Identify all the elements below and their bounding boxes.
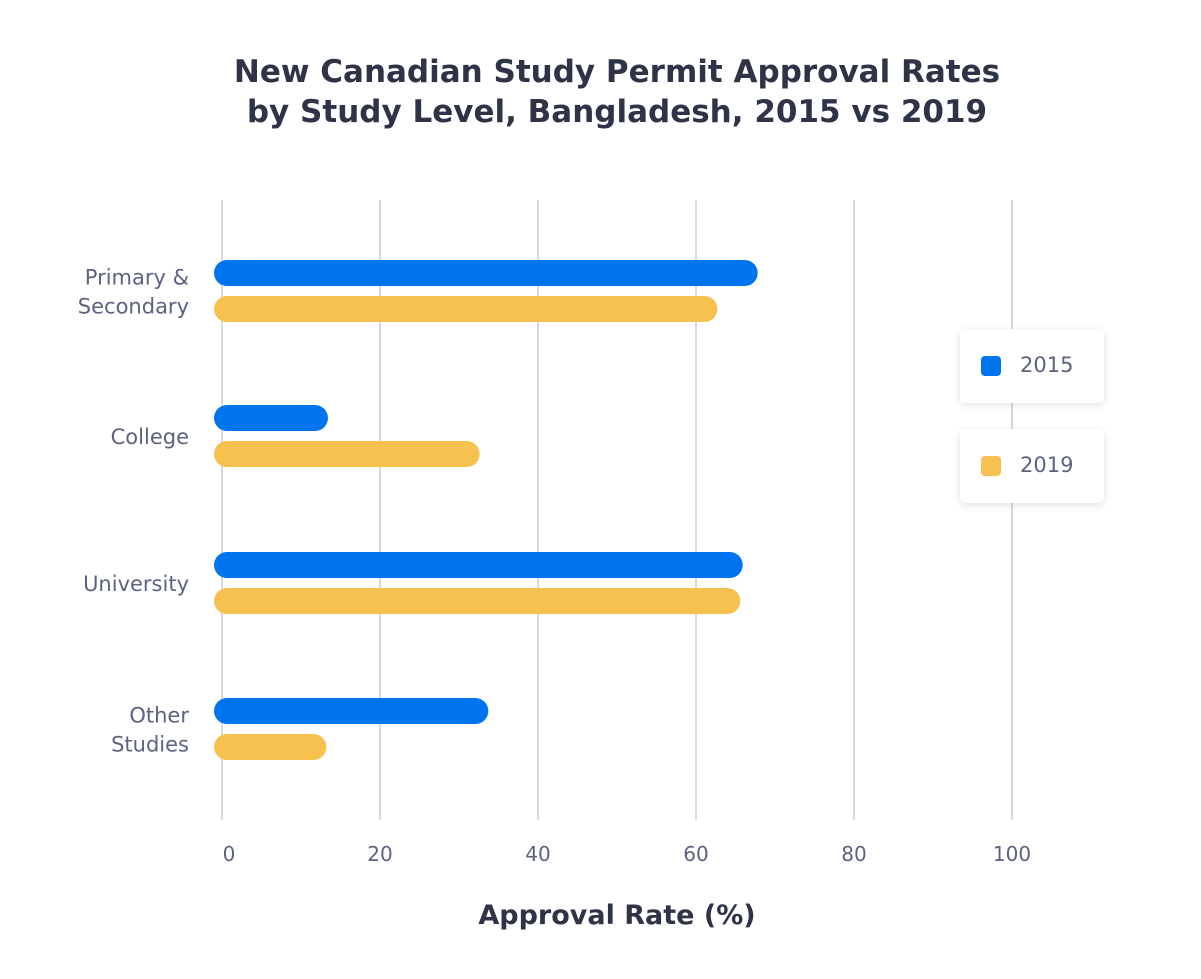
legend-swatch-2015 bbox=[981, 356, 1001, 376]
legend-item-2015: 2015 bbox=[960, 329, 1104, 403]
bar-2015-2 bbox=[214, 552, 743, 578]
category-label: Studies bbox=[111, 733, 189, 757]
x-tick-label-20: 20 bbox=[367, 842, 392, 866]
category-label: Secondary bbox=[78, 295, 189, 319]
category-label: College bbox=[111, 425, 189, 449]
bar-2019-0 bbox=[214, 296, 718, 322]
x-tick-label-80: 80 bbox=[841, 842, 866, 866]
legend-swatch-2019 bbox=[981, 456, 1001, 476]
legend-item-2019: 2019 bbox=[960, 429, 1104, 503]
x-axis-label: Approval Rate (%) bbox=[478, 900, 755, 931]
category-label: Primary & bbox=[85, 266, 189, 290]
bar-2015-1 bbox=[214, 405, 328, 431]
x-tick-label-40: 40 bbox=[525, 842, 550, 866]
category-label: Other bbox=[129, 704, 189, 728]
x-tick-label-60: 60 bbox=[683, 842, 708, 866]
category-label: University bbox=[83, 572, 189, 596]
bar-2019-1 bbox=[214, 441, 480, 467]
chart-title: New Canadian Study Permit Approval Rates… bbox=[0, 52, 1201, 132]
title-line-2: by Study Level, Bangladesh, 2015 vs 2019 bbox=[246, 94, 988, 130]
bar-2015-3 bbox=[214, 698, 489, 724]
legend-label-2019: 2019 bbox=[1020, 453, 1074, 477]
bar-2015-0 bbox=[214, 260, 758, 286]
title-line-1: New Canadian Study Permit Approval Rates bbox=[233, 54, 1001, 90]
x-tick-label-0: 0 bbox=[223, 842, 236, 866]
legend-label-2015: 2015 bbox=[1020, 353, 1074, 377]
bar-2019-3 bbox=[214, 734, 327, 760]
x-tick-label-100: 100 bbox=[993, 842, 1031, 866]
bar-2019-2 bbox=[214, 588, 741, 614]
